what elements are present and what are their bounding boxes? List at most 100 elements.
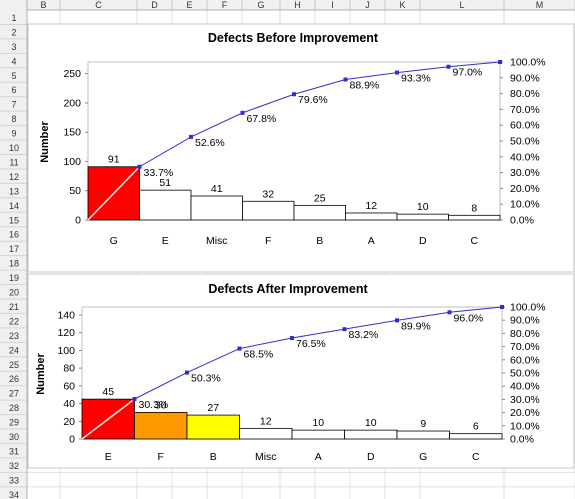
column-header-f[interactable]: F xyxy=(222,0,228,10)
column-header-h[interactable]: H xyxy=(294,0,301,10)
category-label: F xyxy=(158,451,164,463)
category-label: C xyxy=(470,235,478,247)
y-axis-label: Number xyxy=(35,353,47,395)
y-tick-label: 0 xyxy=(75,215,81,227)
category-label: C xyxy=(472,451,480,463)
chart-after-improvement[interactable]: Defects After Improvement Number 0204060… xyxy=(27,273,575,469)
row-header-7[interactable]: 7 xyxy=(11,100,16,110)
column-header-k[interactable]: K xyxy=(399,0,405,10)
cumulative-label: 88.9% xyxy=(350,80,380,92)
y-tick-label: 20 xyxy=(63,416,75,428)
row-header-25[interactable]: 25 xyxy=(9,360,19,370)
row-header-28[interactable]: 28 xyxy=(9,403,19,413)
cumulative-label: 79.6% xyxy=(298,94,328,106)
row-header-5[interactable]: 5 xyxy=(11,71,16,81)
row-headers[interactable]: 1234567891011121314151617181920212223242… xyxy=(0,0,28,499)
bar xyxy=(186,414,240,440)
y-tick-label: 50 xyxy=(69,185,81,197)
y2-tick-label: 50.0% xyxy=(510,136,540,148)
cumulative-point xyxy=(137,164,142,169)
category-label: G xyxy=(110,235,118,247)
category-label: B xyxy=(316,235,323,247)
row-header-19[interactable]: 19 xyxy=(9,273,19,283)
cumulative-point xyxy=(446,64,451,69)
bar xyxy=(242,200,295,221)
row-header-9[interactable]: 9 xyxy=(11,129,16,139)
cumulative-point xyxy=(343,77,348,82)
category-label: D xyxy=(419,235,427,247)
cumulative-point xyxy=(498,60,502,64)
bar xyxy=(139,189,192,221)
column-header-e[interactable]: E xyxy=(186,0,192,10)
column-header-j[interactable]: J xyxy=(365,0,370,10)
y-tick-label: 200 xyxy=(63,97,81,109)
row-header-30[interactable]: 30 xyxy=(9,432,19,442)
bar-value-label: 10 xyxy=(312,417,324,429)
y2-tick-label: 30.0% xyxy=(510,394,540,406)
bar-value-label: 8 xyxy=(471,202,477,214)
chart-before-improvement[interactable]: Defects Before Improvement Number 050100… xyxy=(27,23,575,273)
cumulative-label: 68.5% xyxy=(244,349,274,361)
cumulative-line xyxy=(134,306,503,400)
bar-value-label: 32 xyxy=(262,188,274,200)
row-header-3[interactable]: 3 xyxy=(11,42,16,52)
bar-value-label: 27 xyxy=(207,402,219,414)
row-header-8[interactable]: 8 xyxy=(11,114,16,124)
row-header-24[interactable]: 24 xyxy=(9,345,19,355)
category-label: D xyxy=(367,451,375,463)
row-header-15[interactable]: 15 xyxy=(9,215,19,225)
category-label: E xyxy=(105,451,112,463)
cumulative-point xyxy=(342,327,347,332)
row-header-1[interactable]: 1 xyxy=(11,13,16,23)
column-header-c[interactable]: C xyxy=(95,0,102,10)
y2-tick-label: 90.0% xyxy=(510,72,540,84)
row-header-23[interactable]: 23 xyxy=(9,331,19,341)
cumulative-line xyxy=(139,61,501,168)
y-tick-label: 80 xyxy=(63,363,75,375)
row-header-6[interactable]: 6 xyxy=(11,85,16,95)
y2-tick-label: 0.0% xyxy=(510,215,534,227)
row-header-17[interactable]: 17 xyxy=(9,244,19,254)
cumulative-point xyxy=(395,70,399,75)
row-header-12[interactable]: 12 xyxy=(9,172,19,182)
column-header-bar xyxy=(0,0,575,10)
row-header-29[interactable]: 29 xyxy=(9,418,19,428)
column-header-l[interactable]: L xyxy=(459,0,464,10)
bar xyxy=(239,427,293,440)
row-header-14[interactable]: 14 xyxy=(9,201,19,211)
row-header-13[interactable]: 13 xyxy=(9,186,19,196)
chart-area[interactable] xyxy=(27,23,575,273)
bar-value-label: 51 xyxy=(159,177,171,189)
bar xyxy=(293,204,346,221)
cumulative-point xyxy=(240,110,245,115)
y-tick-label: 120 xyxy=(57,327,75,339)
row-header-31[interactable]: 31 xyxy=(9,446,19,456)
row-header-20[interactable]: 20 xyxy=(9,288,19,298)
column-header-i[interactable]: I xyxy=(331,0,334,10)
row-header-22[interactable]: 22 xyxy=(9,316,19,326)
row-header-32[interactable]: 32 xyxy=(9,461,19,471)
column-headers[interactable]: ABCDEFGHIJKLM xyxy=(0,0,575,11)
row-header-26[interactable]: 26 xyxy=(9,374,19,384)
column-header-b[interactable]: B xyxy=(40,0,46,10)
row-header-2[interactable]: 2 xyxy=(11,27,16,37)
row-header-10[interactable]: 10 xyxy=(9,143,19,153)
row-header-33[interactable]: 33 xyxy=(9,475,19,485)
column-header-g[interactable]: G xyxy=(257,0,264,10)
bar-value-label: 12 xyxy=(365,200,377,212)
row-header-27[interactable]: 27 xyxy=(9,389,19,399)
column-header-m[interactable]: M xyxy=(536,0,544,10)
bar xyxy=(396,430,450,440)
cumulative-point xyxy=(292,92,296,97)
row-header-4[interactable]: 4 xyxy=(11,56,16,66)
cumulative-label: 52.6% xyxy=(195,137,225,149)
row-header-21[interactable]: 21 xyxy=(9,302,19,312)
row-header-16[interactable]: 16 xyxy=(9,230,19,240)
row-header-11[interactable]: 11 xyxy=(9,157,18,167)
bar-value-label: 45 xyxy=(102,386,114,398)
column-header-d[interactable]: D xyxy=(151,0,158,10)
y-tick-label: 100 xyxy=(57,345,75,357)
row-header-18[interactable]: 18 xyxy=(9,259,19,269)
row-header-34[interactable]: 34 xyxy=(9,490,19,499)
